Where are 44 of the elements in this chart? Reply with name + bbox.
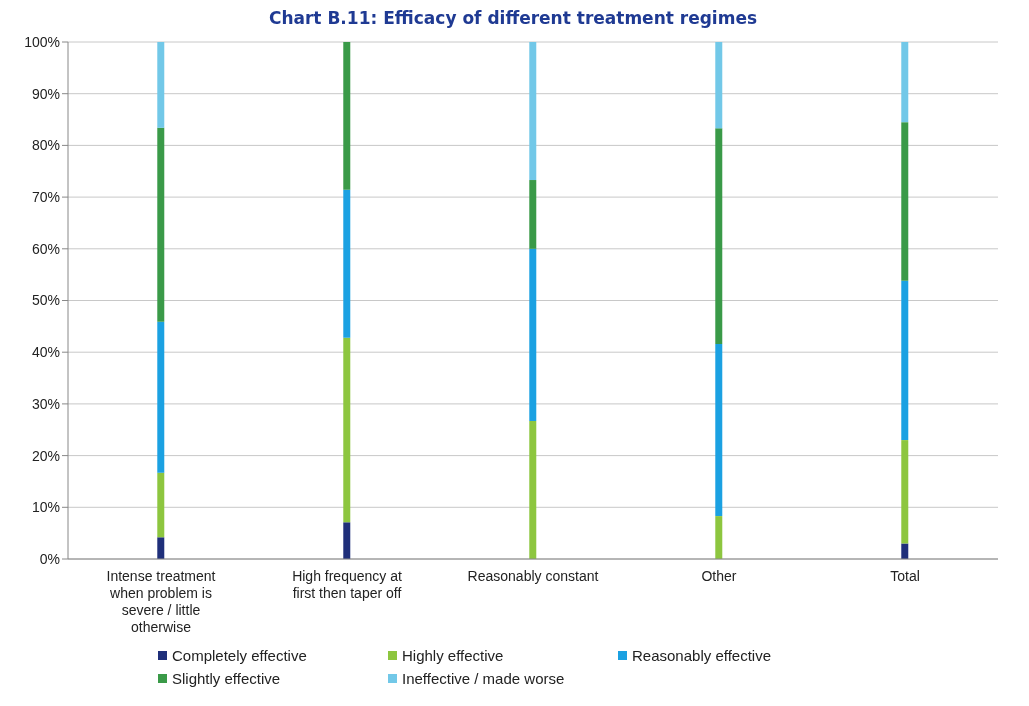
bar bbox=[715, 343, 723, 517]
legend-label: Completely effective bbox=[172, 647, 307, 664]
y-tick-label: 70% bbox=[31, 189, 60, 206]
bar bbox=[901, 440, 909, 544]
y-tick-label: 20% bbox=[31, 447, 60, 464]
chart-title: Chart B.11: Efficacy of different treatment regimes bbox=[267, 8, 759, 28]
legend-label: Highly effective bbox=[402, 647, 504, 664]
bar bbox=[715, 42, 723, 129]
bar bbox=[715, 516, 723, 559]
legend-label: Ineffective / made worse bbox=[402, 670, 565, 687]
bar bbox=[157, 127, 165, 322]
bar bbox=[715, 128, 723, 344]
bar bbox=[343, 522, 351, 559]
bar bbox=[529, 248, 537, 421]
y-tick-label: 30% bbox=[31, 395, 60, 412]
legend-label: Reasonably effective bbox=[632, 647, 771, 664]
bar bbox=[343, 337, 351, 523]
bar bbox=[901, 543, 909, 559]
y-tick-label: 60% bbox=[31, 240, 60, 257]
bar bbox=[157, 472, 165, 538]
x-tick-label: Total bbox=[890, 568, 920, 584]
x-tick-label: Reasonably constant bbox=[467, 568, 599, 584]
y-tick-label: 80% bbox=[31, 137, 60, 154]
bar bbox=[529, 180, 537, 249]
y-tick-label: 100% bbox=[24, 33, 60, 50]
bar bbox=[343, 42, 351, 190]
bar bbox=[529, 420, 537, 559]
bar bbox=[901, 280, 909, 441]
bar bbox=[901, 42, 909, 123]
bar bbox=[343, 189, 351, 338]
bar bbox=[529, 42, 537, 181]
x-tick-label: Other bbox=[701, 568, 737, 584]
y-tick-label: 10% bbox=[31, 499, 60, 516]
x-tick-label: Intense treatment when problem is severe / little otherwise bbox=[106, 568, 216, 635]
bar bbox=[157, 537, 165, 559]
bar bbox=[157, 321, 165, 473]
bar bbox=[901, 122, 909, 281]
y-tick-label: 90% bbox=[31, 85, 60, 102]
legend-label: Slightly effective bbox=[172, 670, 281, 687]
x-tick-label: High frequency at first then taper off bbox=[292, 568, 402, 601]
bar bbox=[157, 42, 165, 128]
y-tick-label: 0% bbox=[39, 550, 60, 567]
y-tick-label: 50% bbox=[31, 292, 60, 309]
y-tick-label: 40% bbox=[31, 344, 60, 361]
